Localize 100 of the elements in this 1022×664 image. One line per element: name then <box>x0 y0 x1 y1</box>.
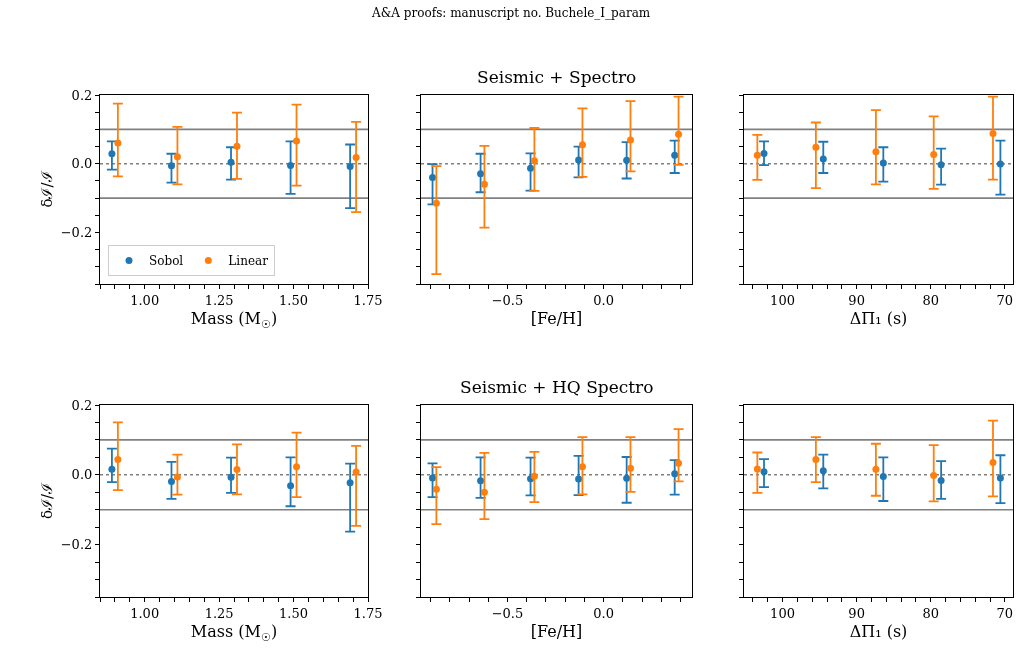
x-tick-label: 90 <box>848 292 865 308</box>
point <box>819 155 827 163</box>
y-tick-label: −0.2 <box>60 537 93 553</box>
point <box>233 466 241 474</box>
point <box>937 161 945 169</box>
point <box>480 488 488 496</box>
point <box>675 459 683 467</box>
x-axis-title: [Fe/H] <box>530 309 583 329</box>
point <box>346 479 354 487</box>
point <box>167 477 175 485</box>
point <box>293 463 301 471</box>
point <box>996 160 1004 168</box>
x-tick-label: 0.0 <box>593 605 614 621</box>
y-tick-label: −0.2 <box>60 225 93 240</box>
x-axis-title: Mass (M$_{☉}$) <box>190 622 278 644</box>
point <box>173 153 181 161</box>
point <box>530 157 538 165</box>
point <box>227 473 235 481</box>
x-tick-label: 1.00 <box>130 292 160 308</box>
point <box>627 464 634 472</box>
point <box>872 148 880 156</box>
point <box>812 143 820 151</box>
point <box>227 158 235 166</box>
y-axis-title: δℐ/ℐ <box>37 170 56 208</box>
point <box>753 151 761 159</box>
y-tick-label: 0.0 <box>71 467 93 483</box>
point <box>287 161 295 169</box>
point <box>937 476 945 484</box>
point <box>879 159 887 167</box>
point <box>575 475 583 483</box>
point <box>753 465 761 473</box>
point <box>108 150 116 158</box>
point <box>293 137 301 145</box>
legend-label: Linear <box>228 254 269 269</box>
point <box>812 455 820 463</box>
point <box>623 474 631 482</box>
point <box>675 130 683 138</box>
point <box>346 162 354 170</box>
x-tick-label: 0.0 <box>593 292 614 308</box>
point <box>627 136 634 144</box>
point <box>233 142 241 150</box>
point <box>760 468 768 476</box>
x-axis-title: Mass (M$_{☉}$) <box>190 309 278 331</box>
chart-title: Seismic + Spectro <box>477 67 637 87</box>
point <box>167 162 175 170</box>
text: A&A proofs: manuscript no. Buchele_I_param <box>371 6 651 20</box>
x-tick-label: 80 <box>922 292 940 308</box>
point <box>930 150 938 158</box>
x-tick-label: 1.25 <box>204 605 234 621</box>
point <box>872 465 880 473</box>
point <box>578 463 586 471</box>
x-axis-title: ΔΠ₁ (s) <box>849 309 908 329</box>
x-tick-label: 1.50 <box>279 292 309 308</box>
point <box>352 468 360 476</box>
point <box>879 473 887 481</box>
point <box>760 149 768 157</box>
point <box>287 482 295 490</box>
x-tick-label: 1.75 <box>353 292 383 308</box>
point <box>623 156 631 164</box>
point <box>819 467 827 475</box>
point <box>173 473 181 481</box>
x-tick-label: 100 <box>770 292 795 308</box>
x-tick-label: 80 <box>922 605 940 621</box>
x-tick-label: 100 <box>770 605 795 621</box>
point <box>114 455 122 463</box>
point <box>432 485 440 493</box>
x-tick-label: 1.50 <box>279 605 309 621</box>
point <box>989 459 997 467</box>
point <box>575 156 583 164</box>
x-tick-label: 1.25 <box>204 292 234 308</box>
x-axis-title: [Fe/H] <box>530 622 583 642</box>
point <box>527 164 535 172</box>
x-tick-label: 70 <box>996 292 1014 308</box>
point <box>429 474 437 482</box>
point <box>114 139 122 147</box>
point <box>989 129 997 137</box>
x-tick-label: 70 <box>996 605 1014 621</box>
point <box>578 141 586 149</box>
point <box>996 474 1004 482</box>
point <box>108 465 116 473</box>
x-tick-label: 90 <box>848 605 865 621</box>
point <box>930 472 938 480</box>
point <box>671 151 679 159</box>
point <box>352 154 360 162</box>
x-tick-label: −0.5 <box>491 605 524 621</box>
x-tick-label: 1.00 <box>130 605 160 621</box>
legend-label: Sobol <box>149 254 184 269</box>
y-tick-label: 0.2 <box>71 397 93 413</box>
y-tick-label: 0.2 <box>71 87 93 103</box>
x-tick-label: −0.5 <box>491 292 524 308</box>
point <box>477 170 485 178</box>
point <box>480 180 488 188</box>
point <box>671 470 679 478</box>
x-axis-title: ΔΠ₁ (s) <box>849 622 908 642</box>
point <box>432 199 440 207</box>
y-tick-label: 0.0 <box>71 156 93 172</box>
chart-title: Seismic + HQ Spectro <box>460 377 654 397</box>
y-axis-title: δℐ/ℐ <box>37 481 56 520</box>
point <box>429 173 437 181</box>
point <box>477 477 485 485</box>
